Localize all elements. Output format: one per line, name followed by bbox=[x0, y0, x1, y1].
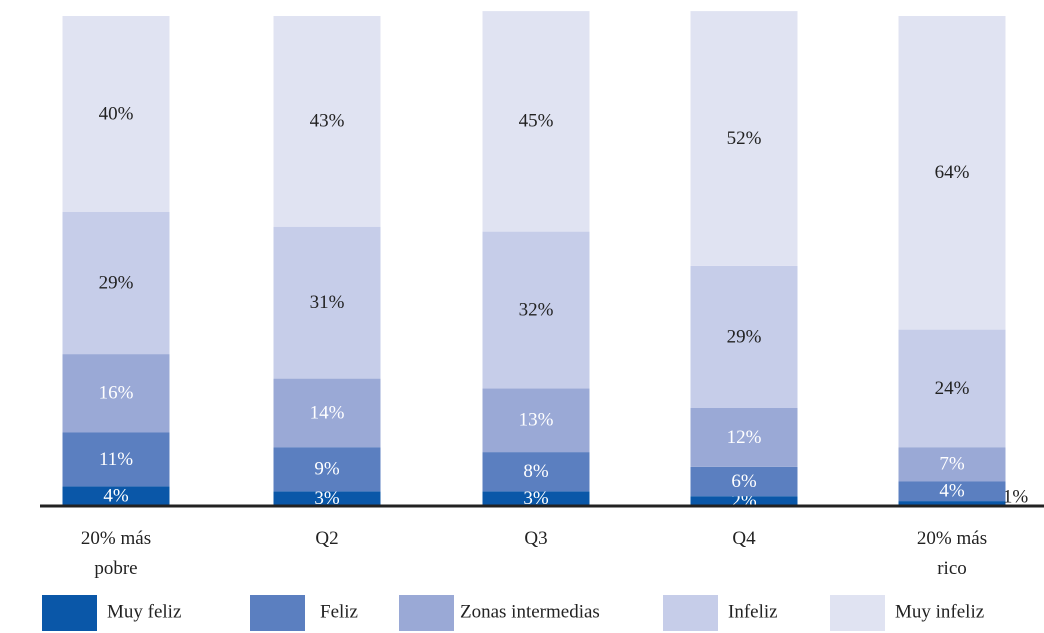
legend-swatch bbox=[250, 595, 305, 631]
bar-segment bbox=[690, 265, 798, 408]
value-label: 3% bbox=[314, 488, 340, 509]
value-label: 8% bbox=[523, 461, 549, 482]
legend-swatch bbox=[830, 595, 885, 631]
bar-segment bbox=[62, 432, 170, 487]
value-label: 4% bbox=[939, 481, 965, 502]
value-label: 3% bbox=[523, 488, 549, 509]
bar-segment bbox=[273, 447, 381, 492]
value-label: 16% bbox=[99, 383, 134, 404]
value-label: 1% bbox=[1003, 486, 1029, 507]
value-label: 52% bbox=[727, 128, 762, 149]
value-label: 29% bbox=[727, 326, 762, 347]
value-label: 4% bbox=[103, 486, 129, 507]
bar-segment bbox=[482, 452, 590, 492]
legend-label: Muy feliz bbox=[107, 601, 181, 622]
value-label: 7% bbox=[939, 454, 965, 475]
x-tick-label: Q4 bbox=[732, 528, 756, 549]
bar-segment bbox=[690, 496, 798, 506]
bar-segment bbox=[62, 16, 170, 212]
bar-segment bbox=[482, 491, 590, 506]
value-label: 40% bbox=[99, 103, 134, 124]
bar-segment bbox=[482, 231, 590, 389]
bar-segment bbox=[898, 447, 1006, 482]
bar-segment bbox=[690, 466, 798, 497]
bar-segment bbox=[898, 329, 1006, 448]
legend-label: Muy infeliz bbox=[895, 601, 984, 622]
value-label: 32% bbox=[519, 299, 554, 320]
value-label: 6% bbox=[731, 471, 757, 492]
bar-segment bbox=[482, 388, 590, 453]
value-label: 13% bbox=[519, 410, 554, 431]
bar-segment bbox=[690, 11, 798, 266]
value-label: 29% bbox=[99, 272, 134, 293]
bar-segment bbox=[482, 11, 590, 232]
legend-label: Feliz bbox=[320, 601, 358, 622]
bar-segment bbox=[273, 378, 381, 448]
value-label: 12% bbox=[727, 427, 762, 448]
value-label: 45% bbox=[519, 111, 554, 132]
bar-segment bbox=[62, 354, 170, 433]
bar-segment bbox=[62, 212, 170, 355]
bar-segment bbox=[273, 16, 381, 227]
bar-segment bbox=[898, 501, 1006, 506]
value-label: 11% bbox=[99, 449, 133, 470]
bar-segment bbox=[273, 226, 381, 379]
value-label: 43% bbox=[310, 111, 345, 132]
legend-label: Infeliz bbox=[728, 601, 778, 622]
bar-segment bbox=[690, 408, 798, 467]
x-tick-label: 20% más rico bbox=[916, 528, 988, 579]
x-tick-label: Q3 bbox=[524, 528, 548, 549]
legend-swatch bbox=[399, 595, 454, 631]
x-tick-label: 20% más pobre bbox=[80, 528, 152, 579]
value-label: 64% bbox=[935, 162, 970, 183]
legend-label: Zonas intermedias bbox=[460, 601, 600, 622]
value-label: 31% bbox=[310, 292, 345, 313]
bar-segment bbox=[898, 16, 1006, 330]
value-label: 14% bbox=[310, 402, 345, 423]
x-tick-label: Q2 bbox=[315, 528, 339, 549]
bar-segment bbox=[62, 486, 170, 506]
value-label: 24% bbox=[935, 378, 970, 399]
value-label: 9% bbox=[314, 459, 340, 480]
bar-segment bbox=[273, 491, 381, 506]
bar-segment bbox=[898, 481, 1006, 502]
legend-swatch bbox=[663, 595, 718, 631]
legend-swatch bbox=[42, 595, 97, 631]
